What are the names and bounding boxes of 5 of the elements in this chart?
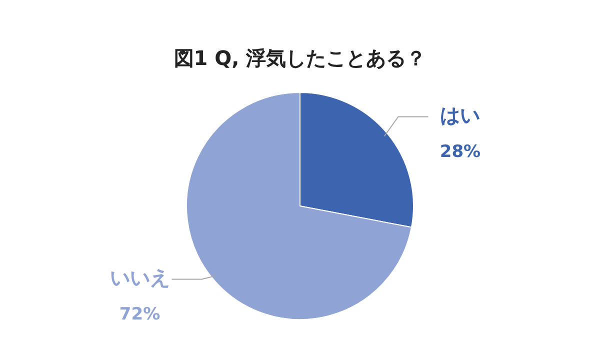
chart-title: 図1 Q, 浮気したことある？ <box>174 46 426 70</box>
slice-label: はい <box>440 102 480 127</box>
data-label: 28% <box>440 142 481 162</box>
slice-label: いいえ <box>110 265 170 290</box>
data-label: 72% <box>119 304 160 325</box>
